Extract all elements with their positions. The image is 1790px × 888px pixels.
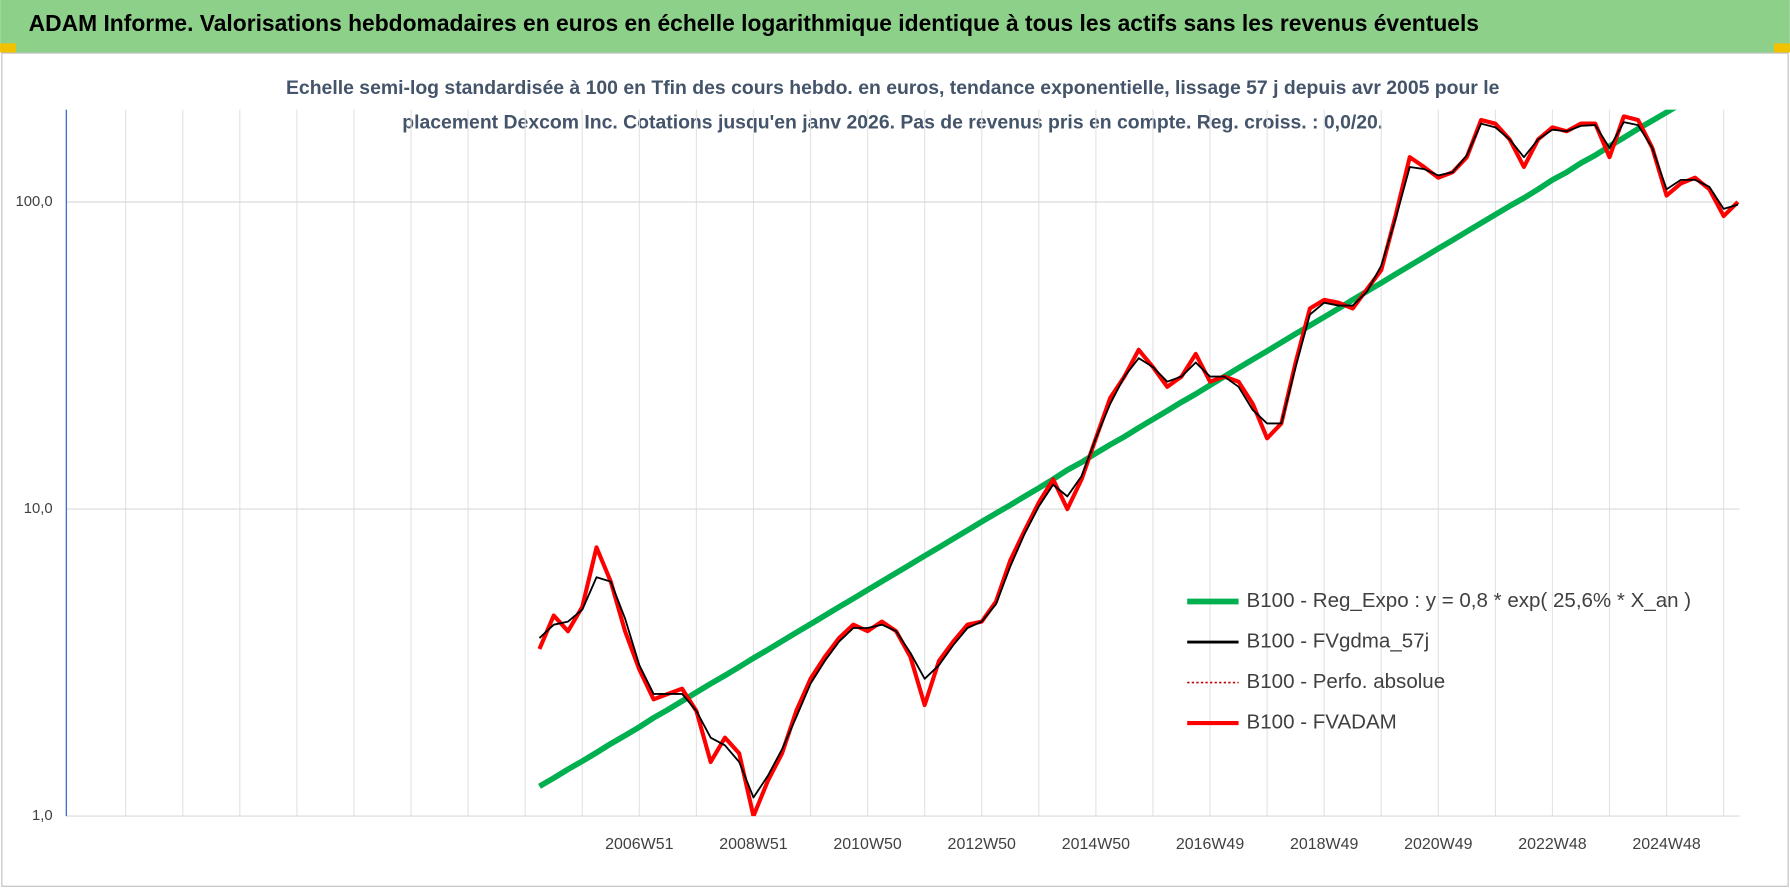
chart-title: Echelle semi-log standardisée à 100 en T…: [286, 77, 1500, 99]
x-tick-label: 2008W51: [719, 836, 787, 853]
y-tick-label: 100,0: [16, 194, 53, 210]
x-tick-label: 2012W50: [948, 836, 1016, 853]
legend-label: B100 - Reg_Expo : y = 0,8 * exp( 25,6% *…: [1247, 589, 1692, 612]
chart-frame: [1, 52, 1789, 887]
y-tick-label: 1,0: [32, 808, 53, 824]
header-title: ADAM Informe. Valorisations hebdomadaire…: [29, 10, 1479, 36]
series-line: [538, 109, 1677, 789]
x-tick-label: 2018W49: [1290, 836, 1358, 853]
legend-label: B100 - FVADAM: [1247, 710, 1397, 733]
x-tick-label: 2022W48: [1518, 836, 1586, 853]
y-tick-label: 10,0: [24, 501, 53, 517]
x-tick-label: 2006W51: [605, 836, 673, 853]
chart-title: placement Dexcom Inc. Cotations jusqu'en…: [402, 111, 1383, 133]
x-tick-label: 2024W48: [1632, 836, 1700, 853]
x-tick-label: 2016W49: [1176, 836, 1244, 853]
x-tick-label: 2014W50: [1062, 836, 1130, 853]
corner-mark: [1773, 43, 1790, 53]
legend-label: B100 - Perfo. absolue: [1247, 670, 1446, 693]
corner-mark: [0, 43, 17, 53]
x-tick-label: 2020W49: [1404, 836, 1472, 853]
x-tick-label: 2010W50: [833, 836, 901, 853]
header-bar: [0, 0, 1790, 53]
legend-label: B100 - FVgdma_57j: [1247, 629, 1430, 652]
series-line: [538, 121, 1739, 799]
plot-area: [537, 109, 1740, 817]
